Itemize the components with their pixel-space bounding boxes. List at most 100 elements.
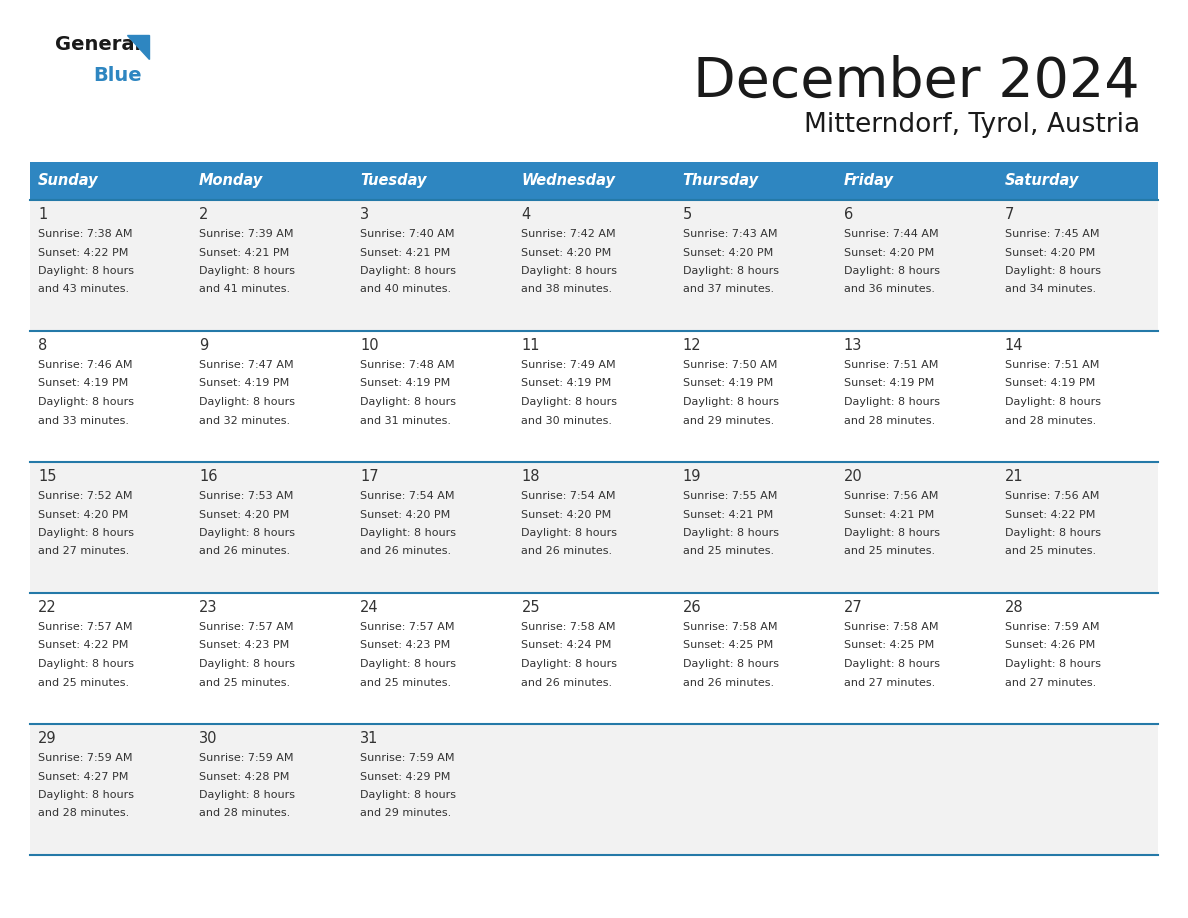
Text: Sunset: 4:19 PM: Sunset: 4:19 PM bbox=[522, 378, 612, 388]
Text: Sunrise: 7:43 AM: Sunrise: 7:43 AM bbox=[683, 229, 777, 239]
Text: Sunrise: 7:54 AM: Sunrise: 7:54 AM bbox=[360, 491, 455, 501]
Text: 18: 18 bbox=[522, 469, 539, 484]
Text: Daylight: 8 hours: Daylight: 8 hours bbox=[200, 397, 295, 407]
Bar bbox=[30, 593, 1158, 724]
Text: Blue: Blue bbox=[93, 66, 141, 85]
Text: Tuesday: Tuesday bbox=[360, 174, 426, 188]
Text: Sunrise: 7:58 AM: Sunrise: 7:58 AM bbox=[843, 622, 939, 632]
Text: Daylight: 8 hours: Daylight: 8 hours bbox=[843, 397, 940, 407]
Text: Sunset: 4:20 PM: Sunset: 4:20 PM bbox=[522, 509, 612, 520]
Bar bbox=[835, 162, 997, 200]
Text: Sunset: 4:22 PM: Sunset: 4:22 PM bbox=[38, 641, 128, 651]
Text: Sunrise: 7:59 AM: Sunrise: 7:59 AM bbox=[38, 753, 133, 763]
Text: Daylight: 8 hours: Daylight: 8 hours bbox=[200, 266, 295, 276]
Bar bbox=[353, 162, 513, 200]
Text: Thursday: Thursday bbox=[683, 174, 759, 188]
Text: Sunset: 4:20 PM: Sunset: 4:20 PM bbox=[522, 248, 612, 258]
Text: Sunset: 4:29 PM: Sunset: 4:29 PM bbox=[360, 771, 450, 781]
Text: Sunset: 4:26 PM: Sunset: 4:26 PM bbox=[1005, 641, 1095, 651]
Text: Daylight: 8 hours: Daylight: 8 hours bbox=[683, 266, 778, 276]
Text: Daylight: 8 hours: Daylight: 8 hours bbox=[522, 659, 618, 669]
Text: Daylight: 8 hours: Daylight: 8 hours bbox=[683, 659, 778, 669]
Text: Saturday: Saturday bbox=[1005, 174, 1079, 188]
Text: 26: 26 bbox=[683, 600, 701, 615]
Text: Sunset: 4:19 PM: Sunset: 4:19 PM bbox=[1005, 378, 1095, 388]
Text: Sunrise: 7:58 AM: Sunrise: 7:58 AM bbox=[683, 622, 777, 632]
Text: 8: 8 bbox=[38, 338, 48, 353]
Text: Sunrise: 7:44 AM: Sunrise: 7:44 AM bbox=[843, 229, 939, 239]
Text: Sunset: 4:28 PM: Sunset: 4:28 PM bbox=[200, 771, 290, 781]
Text: Monday: Monday bbox=[200, 174, 264, 188]
Text: and 40 minutes.: and 40 minutes. bbox=[360, 285, 451, 295]
Text: 23: 23 bbox=[200, 600, 217, 615]
Text: Sunrise: 7:51 AM: Sunrise: 7:51 AM bbox=[1005, 360, 1099, 370]
Text: Daylight: 8 hours: Daylight: 8 hours bbox=[522, 266, 618, 276]
Text: 1: 1 bbox=[38, 207, 48, 222]
Text: 16: 16 bbox=[200, 469, 217, 484]
Text: and 36 minutes.: and 36 minutes. bbox=[843, 285, 935, 295]
Text: Wednesday: Wednesday bbox=[522, 174, 615, 188]
Text: 17: 17 bbox=[360, 469, 379, 484]
Text: Sunrise: 7:59 AM: Sunrise: 7:59 AM bbox=[200, 753, 293, 763]
Text: Daylight: 8 hours: Daylight: 8 hours bbox=[1005, 659, 1101, 669]
Text: Daylight: 8 hours: Daylight: 8 hours bbox=[38, 790, 134, 800]
Text: Sunrise: 7:50 AM: Sunrise: 7:50 AM bbox=[683, 360, 777, 370]
Text: 22: 22 bbox=[38, 600, 57, 615]
Text: Sunrise: 7:42 AM: Sunrise: 7:42 AM bbox=[522, 229, 617, 239]
Text: and 28 minutes.: and 28 minutes. bbox=[1005, 416, 1097, 426]
Text: Daylight: 8 hours: Daylight: 8 hours bbox=[683, 397, 778, 407]
Bar bbox=[997, 162, 1158, 200]
Text: Sunset: 4:23 PM: Sunset: 4:23 PM bbox=[200, 641, 290, 651]
Text: 14: 14 bbox=[1005, 338, 1023, 353]
Text: and 41 minutes.: and 41 minutes. bbox=[200, 285, 290, 295]
Text: Sunrise: 7:57 AM: Sunrise: 7:57 AM bbox=[38, 622, 133, 632]
Text: Sunset: 4:19 PM: Sunset: 4:19 PM bbox=[683, 378, 773, 388]
Text: and 28 minutes.: and 28 minutes. bbox=[200, 809, 290, 819]
Bar bbox=[513, 162, 675, 200]
Text: Sunset: 4:20 PM: Sunset: 4:20 PM bbox=[38, 509, 128, 520]
Text: 11: 11 bbox=[522, 338, 539, 353]
Text: Daylight: 8 hours: Daylight: 8 hours bbox=[360, 790, 456, 800]
Text: 28: 28 bbox=[1005, 600, 1024, 615]
Text: Daylight: 8 hours: Daylight: 8 hours bbox=[360, 266, 456, 276]
Text: Sunset: 4:23 PM: Sunset: 4:23 PM bbox=[360, 641, 450, 651]
Bar bbox=[30, 162, 191, 200]
Text: Sunset: 4:21 PM: Sunset: 4:21 PM bbox=[683, 509, 773, 520]
Text: Sunset: 4:22 PM: Sunset: 4:22 PM bbox=[1005, 509, 1095, 520]
Text: Daylight: 8 hours: Daylight: 8 hours bbox=[843, 659, 940, 669]
Text: and 28 minutes.: and 28 minutes. bbox=[38, 809, 129, 819]
Text: Sunrise: 7:56 AM: Sunrise: 7:56 AM bbox=[843, 491, 939, 501]
Text: 9: 9 bbox=[200, 338, 208, 353]
Text: Sunrise: 7:40 AM: Sunrise: 7:40 AM bbox=[360, 229, 455, 239]
Text: Daylight: 8 hours: Daylight: 8 hours bbox=[360, 659, 456, 669]
Text: Daylight: 8 hours: Daylight: 8 hours bbox=[1005, 397, 1101, 407]
Text: Sunrise: 7:58 AM: Sunrise: 7:58 AM bbox=[522, 622, 615, 632]
Text: Daylight: 8 hours: Daylight: 8 hours bbox=[38, 266, 134, 276]
Text: and 26 minutes.: and 26 minutes. bbox=[522, 677, 613, 688]
Text: and 27 minutes.: and 27 minutes. bbox=[1005, 677, 1097, 688]
Text: Sunset: 4:25 PM: Sunset: 4:25 PM bbox=[843, 641, 934, 651]
Text: 21: 21 bbox=[1005, 469, 1024, 484]
Text: Sunrise: 7:48 AM: Sunrise: 7:48 AM bbox=[360, 360, 455, 370]
Text: and 38 minutes.: and 38 minutes. bbox=[522, 285, 613, 295]
Text: 5: 5 bbox=[683, 207, 691, 222]
Text: Sunset: 4:20 PM: Sunset: 4:20 PM bbox=[1005, 248, 1095, 258]
Text: 30: 30 bbox=[200, 731, 217, 746]
Text: Daylight: 8 hours: Daylight: 8 hours bbox=[38, 659, 134, 669]
Text: Sunset: 4:27 PM: Sunset: 4:27 PM bbox=[38, 771, 128, 781]
Text: 24: 24 bbox=[360, 600, 379, 615]
Text: and 34 minutes.: and 34 minutes. bbox=[1005, 285, 1097, 295]
Text: 20: 20 bbox=[843, 469, 862, 484]
Text: Daylight: 8 hours: Daylight: 8 hours bbox=[200, 528, 295, 538]
Text: Daylight: 8 hours: Daylight: 8 hours bbox=[360, 397, 456, 407]
Text: Sunrise: 7:59 AM: Sunrise: 7:59 AM bbox=[360, 753, 455, 763]
Text: Daylight: 8 hours: Daylight: 8 hours bbox=[522, 397, 618, 407]
Text: Sunset: 4:21 PM: Sunset: 4:21 PM bbox=[200, 248, 290, 258]
Text: Sunrise: 7:52 AM: Sunrise: 7:52 AM bbox=[38, 491, 133, 501]
Text: 27: 27 bbox=[843, 600, 862, 615]
Bar bbox=[30, 462, 1158, 593]
Text: Sunset: 4:19 PM: Sunset: 4:19 PM bbox=[360, 378, 450, 388]
Text: and 26 minutes.: and 26 minutes. bbox=[683, 677, 773, 688]
Text: Mitterndorf, Tyrol, Austria: Mitterndorf, Tyrol, Austria bbox=[804, 112, 1140, 138]
Text: and 26 minutes.: and 26 minutes. bbox=[360, 546, 451, 556]
